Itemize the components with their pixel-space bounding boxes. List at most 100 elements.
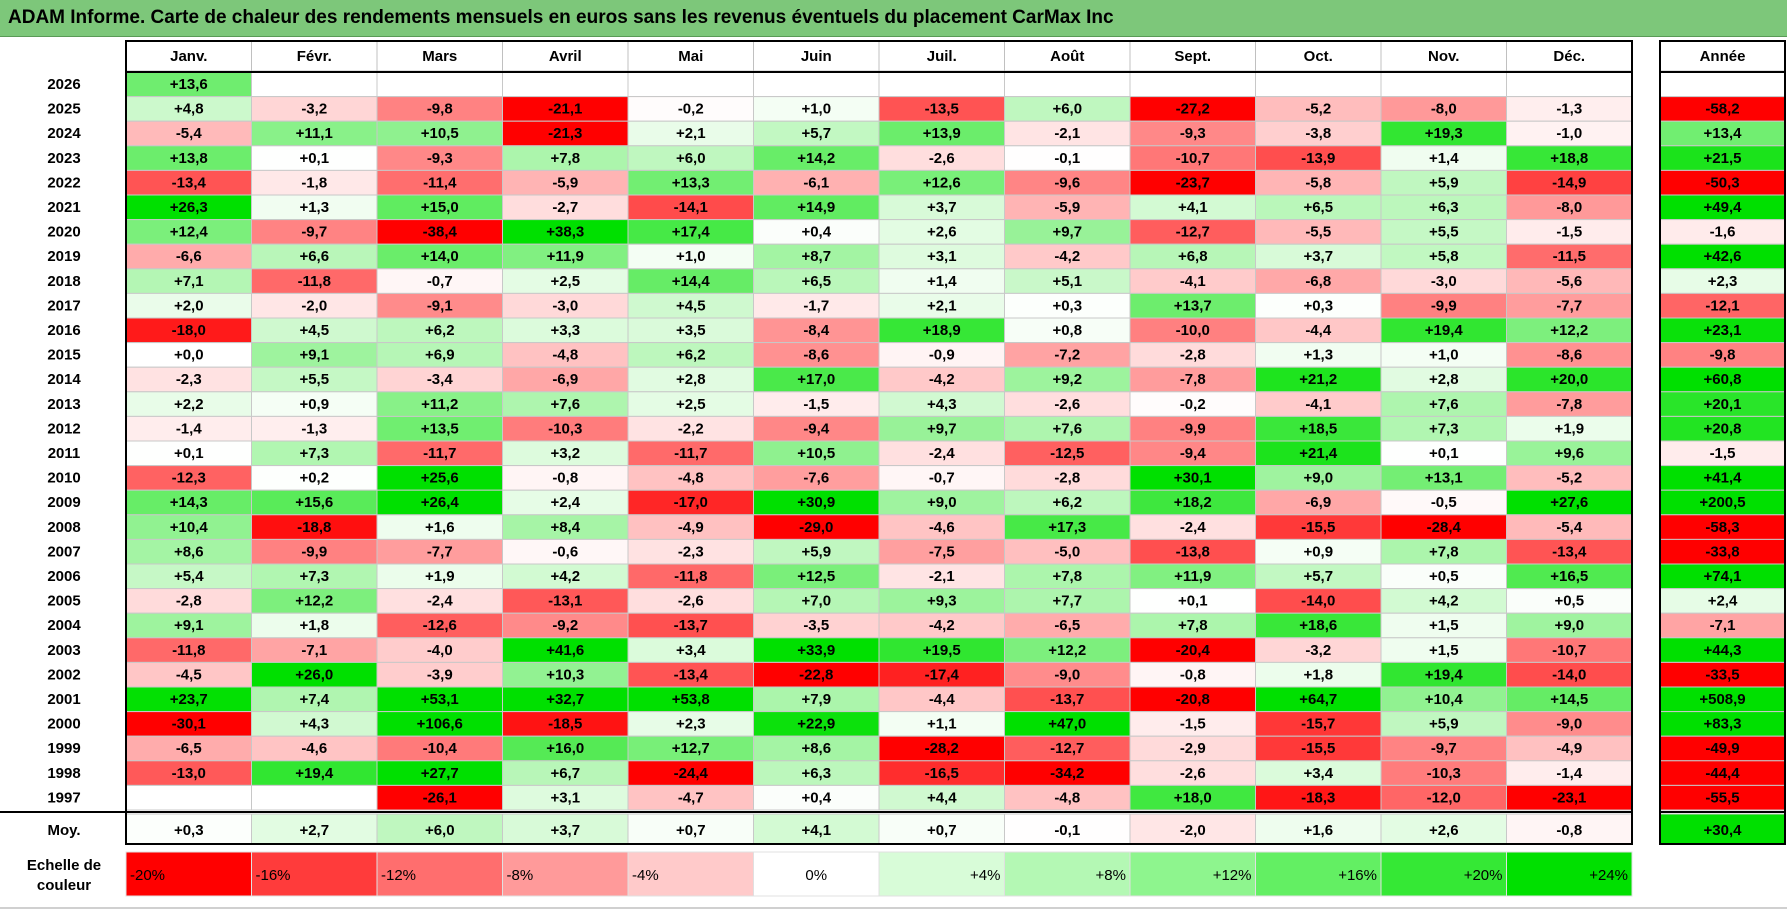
cell-value: -11,8 <box>298 273 331 290</box>
cell-value: -0,1 <box>1054 150 1080 167</box>
cell-value: -10,4 <box>423 740 458 757</box>
heatmap-cell <box>1506 292 1633 319</box>
cell-value: +9,0 <box>927 494 957 511</box>
cell-value: +1,5 <box>1429 642 1459 659</box>
cell-value: +10,5 <box>797 445 835 462</box>
cell-value: -16,5 <box>925 765 959 782</box>
month-header: Sept. <box>1174 48 1211 65</box>
heatmap-cell <box>1380 71 1507 98</box>
cell-value: -9,1 <box>427 297 453 314</box>
row-year-label: 2024 <box>47 125 81 142</box>
heatmap-cell <box>878 784 1005 811</box>
cell-value: -9,9 <box>1431 297 1457 314</box>
heatmap-cell <box>1004 268 1131 294</box>
cell-value: -5,4 <box>1556 519 1583 536</box>
heatmap-cell <box>753 194 880 221</box>
heatmap-cell <box>1506 538 1633 565</box>
scale-swatch-label: -12% <box>381 867 416 884</box>
scale-swatch <box>1004 851 1131 897</box>
annual-value: -44,4 <box>1705 765 1740 782</box>
cell-value: +0,5 <box>1429 568 1459 585</box>
cell-value: +2,0 <box>174 297 204 314</box>
avg-cell <box>878 813 1005 845</box>
cell-value: +17,0 <box>797 371 835 388</box>
avg-value: -0,1 <box>1054 822 1080 839</box>
cell-value: +1,8 <box>299 617 329 634</box>
cell-value: -2,2 <box>678 420 704 437</box>
row-year-label: 2003 <box>47 642 80 659</box>
annual-value: +74,1 <box>1704 568 1742 585</box>
annual-value: +49,4 <box>1704 199 1743 216</box>
annual-value: -49,9 <box>1705 740 1739 757</box>
heatmap-cell <box>627 342 754 368</box>
heatmap-cell <box>1506 588 1633 614</box>
heatmap-cell <box>1004 465 1131 491</box>
heatmap-cell <box>1380 440 1507 467</box>
cell-value: -9,4 <box>1180 445 1207 462</box>
cell-value: -2,8 <box>176 593 202 610</box>
heatmap-cell <box>125 538 252 565</box>
cell-value: +1,9 <box>1554 420 1584 437</box>
cell-value: +0,1 <box>299 150 329 167</box>
heatmap-cell <box>251 440 378 467</box>
cell-value: +0,4 <box>801 789 831 806</box>
heatmap-cell <box>627 538 754 565</box>
month-header: Août <box>1050 48 1084 65</box>
cell-value: +1,8 <box>1303 666 1333 683</box>
avg-value: +3,7 <box>550 822 580 839</box>
heatmap-cell <box>376 96 503 122</box>
cell-value: +47,0 <box>1048 716 1086 733</box>
heatmap-cell <box>627 465 754 491</box>
annual-value: +41,4 <box>1704 470 1743 487</box>
cell-value: +13,5 <box>421 420 459 437</box>
cell-value: +14,9 <box>797 199 835 216</box>
annual-value: +20,8 <box>1704 420 1742 437</box>
cell-value: +18,8 <box>1550 150 1588 167</box>
cell-value: +18,9 <box>923 322 961 339</box>
heatmap-cell <box>1004 71 1131 98</box>
cell-value: +2,5 <box>550 273 580 290</box>
cell-value: -20,4 <box>1176 642 1211 659</box>
scale-label-line2: couleur <box>37 877 91 894</box>
heatmap-cell <box>1004 612 1131 639</box>
cell-value: +3,4 <box>1303 765 1333 782</box>
cell-value: +10,5 <box>421 125 459 142</box>
cell-value: +2,8 <box>1429 371 1459 388</box>
cell-value: +12,2 <box>295 593 333 610</box>
cell-value: +3,1 <box>927 248 957 265</box>
cell-value: -21,1 <box>548 101 582 118</box>
heatmap-cell <box>878 711 1005 737</box>
heatmap-cell <box>251 465 378 491</box>
row-year-label: 1999 <box>47 740 80 757</box>
month-header: Avril <box>549 48 582 65</box>
cell-value: +27,7 <box>421 765 459 782</box>
heatmap-cell <box>878 243 1005 270</box>
cell-value: -4,7 <box>678 789 704 806</box>
scale-swatch <box>1255 851 1382 897</box>
cell-value: -30,1 <box>172 716 206 733</box>
heatmap-cell <box>1506 440 1633 467</box>
avg-value: +2,7 <box>299 822 329 839</box>
cell-value: -0,7 <box>427 273 453 290</box>
heatmap-cell <box>878 366 1005 393</box>
scale-swatch-label: -20% <box>130 867 165 884</box>
heatmap-cell <box>1380 243 1507 270</box>
cell-value: -5,9 <box>1054 199 1080 216</box>
cell-value: +9,1 <box>299 347 329 364</box>
heatmap-cell <box>878 194 1005 221</box>
heatmap-cell <box>1129 440 1256 467</box>
avg-value: +0,7 <box>927 822 957 839</box>
row-year-label: 2015 <box>47 347 80 364</box>
cell-value: -11,4 <box>423 174 457 191</box>
cell-value: +14,5 <box>1550 691 1588 708</box>
row-year-label: 2006 <box>47 568 80 585</box>
heatmap-cell <box>1255 243 1382 270</box>
heatmap-cell <box>1129 71 1256 98</box>
cell-value: +10,3 <box>546 666 584 683</box>
cell-value: +4,5 <box>676 297 706 314</box>
cell-value: +4,8 <box>174 101 204 118</box>
cell-value: +17,3 <box>1048 519 1086 536</box>
heatmap-cell <box>878 489 1005 516</box>
avg-value: +0,7 <box>676 822 706 839</box>
avg-value: +4,1 <box>801 822 831 839</box>
